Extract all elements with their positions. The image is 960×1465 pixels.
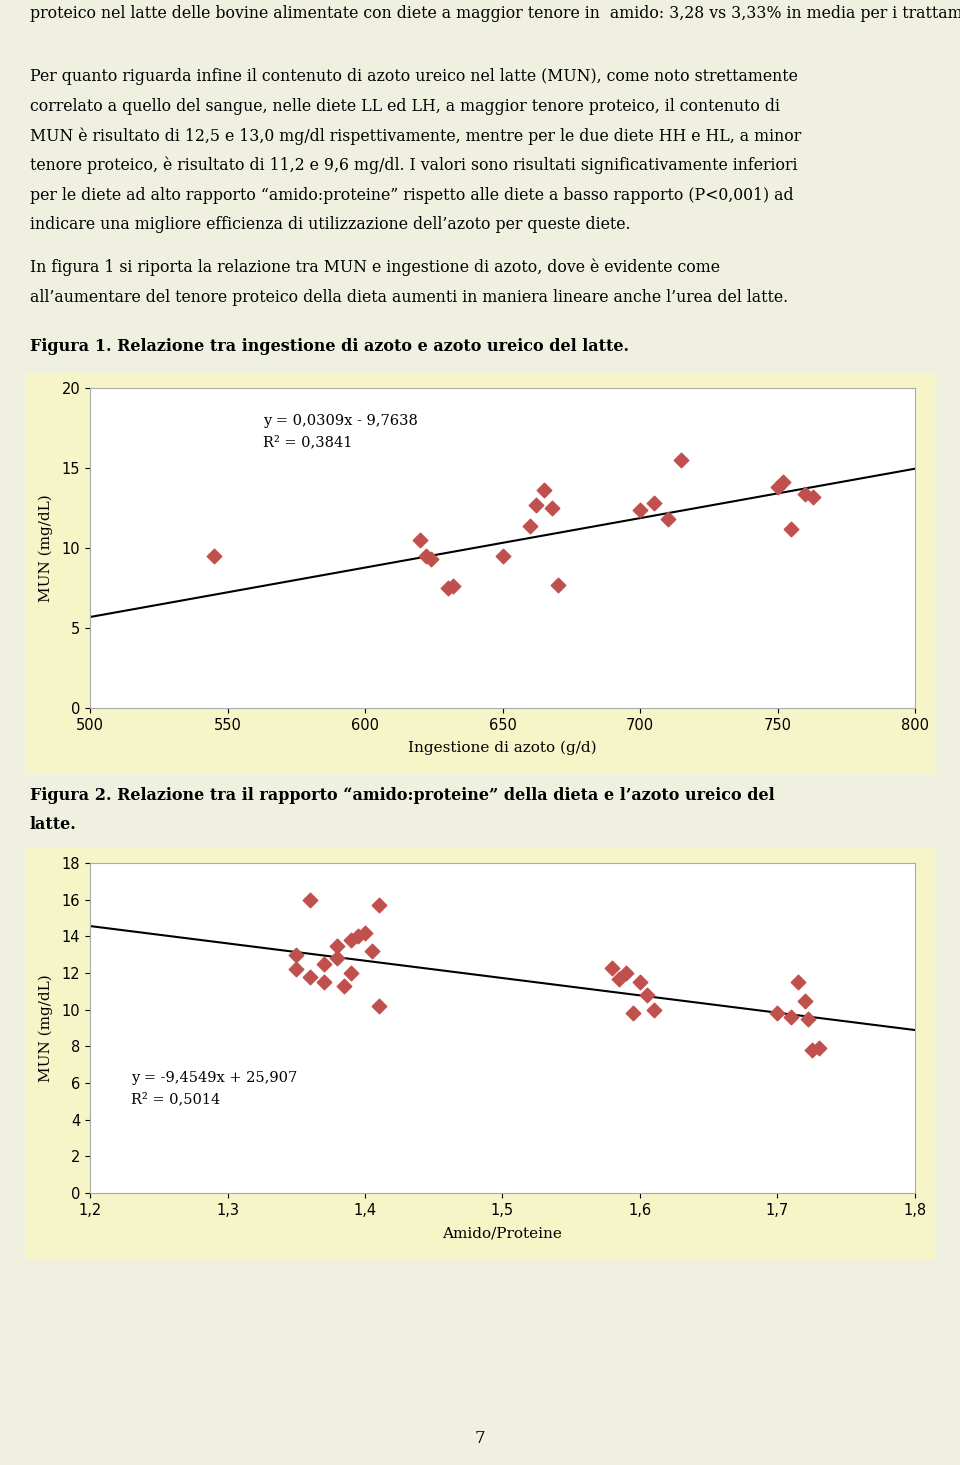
Point [206,545,222,568]
Text: Figura 1. Relazione tra ingestione di azoto e azoto ureico del latte.: Figura 1. Relazione tra ingestione di az… [30,338,629,355]
Point [423,548,439,571]
Point [783,1005,799,1028]
Point [445,574,461,598]
Point [674,448,689,472]
Point [536,479,551,502]
Point [289,958,304,982]
Y-axis label: MUN (mg/dL): MUN (mg/dL) [39,974,54,1081]
Point [350,924,366,948]
Point [646,998,661,1021]
Point [550,573,565,596]
Point [302,965,318,989]
Point [316,970,331,993]
Point [770,476,785,500]
Text: In figura 1 si riporta la relazione tra MUN e ingestione di azoto, dove è eviden: In figura 1 si riporta la relazione tra … [30,258,720,275]
Point [372,995,387,1018]
Point [800,1006,815,1030]
Point [372,894,387,917]
Point [316,952,331,976]
Point [494,545,510,568]
Point [302,888,318,911]
Point [798,989,813,1012]
Point [633,970,648,993]
Text: Figura 2. Relazione tra il rapporto “amido:proteine” della dieta e l’azoto ureic: Figura 2. Relazione tra il rapporto “ami… [30,787,775,804]
Point [330,946,346,970]
Point [811,1036,827,1059]
X-axis label: Amido/Proteine: Amido/Proteine [443,1226,563,1239]
Point [776,470,791,494]
Text: indicare una migliore efficienza di utilizzazione dell’azoto per queste diete.: indicare una migliore efficienza di util… [30,217,631,233]
Point [413,529,428,552]
Text: 7: 7 [474,1430,486,1447]
Point [344,929,359,952]
Text: tenore proteico, è risultato di 11,2 e 9,6 mg/dl. I valori sono risultati signif: tenore proteico, è risultato di 11,2 e 9… [30,157,798,174]
Text: proteico nel latte delle bovine alimentate con diete a maggior tenore in  amido:: proteico nel latte delle bovine alimenta… [30,4,960,22]
Text: correlato a quello del sangue, nelle diete LL ed LH, a maggior tenore proteico, : correlato a quello del sangue, nelle die… [30,98,780,114]
Text: MUN è risultato di 12,5 e 13,0 mg/dl rispettivamente, mentre per le due diete HH: MUN è risultato di 12,5 e 13,0 mg/dl ris… [30,127,802,145]
Point [639,983,655,1006]
X-axis label: Ingestione di azoto (g/d): Ingestione di azoto (g/d) [408,741,597,756]
Text: all’aumentare del tenore proteico della dieta aumenti in maniera lineare anche l: all’aumentare del tenore proteico della … [30,289,788,306]
Text: per le diete ad alto rapporto “amido:proteine” rispetto alle diete a basso rappo: per le diete ad alto rapporto “amido:pro… [30,186,794,204]
Point [633,498,648,522]
Point [544,497,560,520]
Point [528,494,543,517]
Point [790,970,805,993]
Point [522,514,538,538]
Point [612,967,627,990]
Text: y = -9,4549x + 25,907
R² = 0,5014: y = -9,4549x + 25,907 R² = 0,5014 [132,1071,298,1106]
Point [618,961,634,984]
Text: latte.: latte. [30,816,77,832]
Point [357,921,372,945]
Y-axis label: MUN (mg/dL): MUN (mg/dL) [38,494,53,602]
Text: Per quanto riguarda infine il contenuto di azoto ureico nel latte (MUN), come no: Per quanto riguarda infine il contenuto … [30,67,798,85]
Point [798,482,813,505]
Point [646,491,661,514]
Text: y = 0,0309x - 9,7638
R² = 0,3841: y = 0,0309x - 9,7638 R² = 0,3841 [263,413,419,450]
Point [605,955,620,979]
Point [660,507,675,530]
Point [805,485,821,508]
Point [440,576,455,599]
Point [626,1002,641,1026]
Point [770,1002,785,1026]
Point [418,545,433,568]
Point [804,1039,820,1062]
Point [344,961,359,984]
Point [289,943,304,967]
Point [364,939,379,963]
Point [337,974,352,998]
Point [783,517,799,541]
Point [330,933,346,957]
